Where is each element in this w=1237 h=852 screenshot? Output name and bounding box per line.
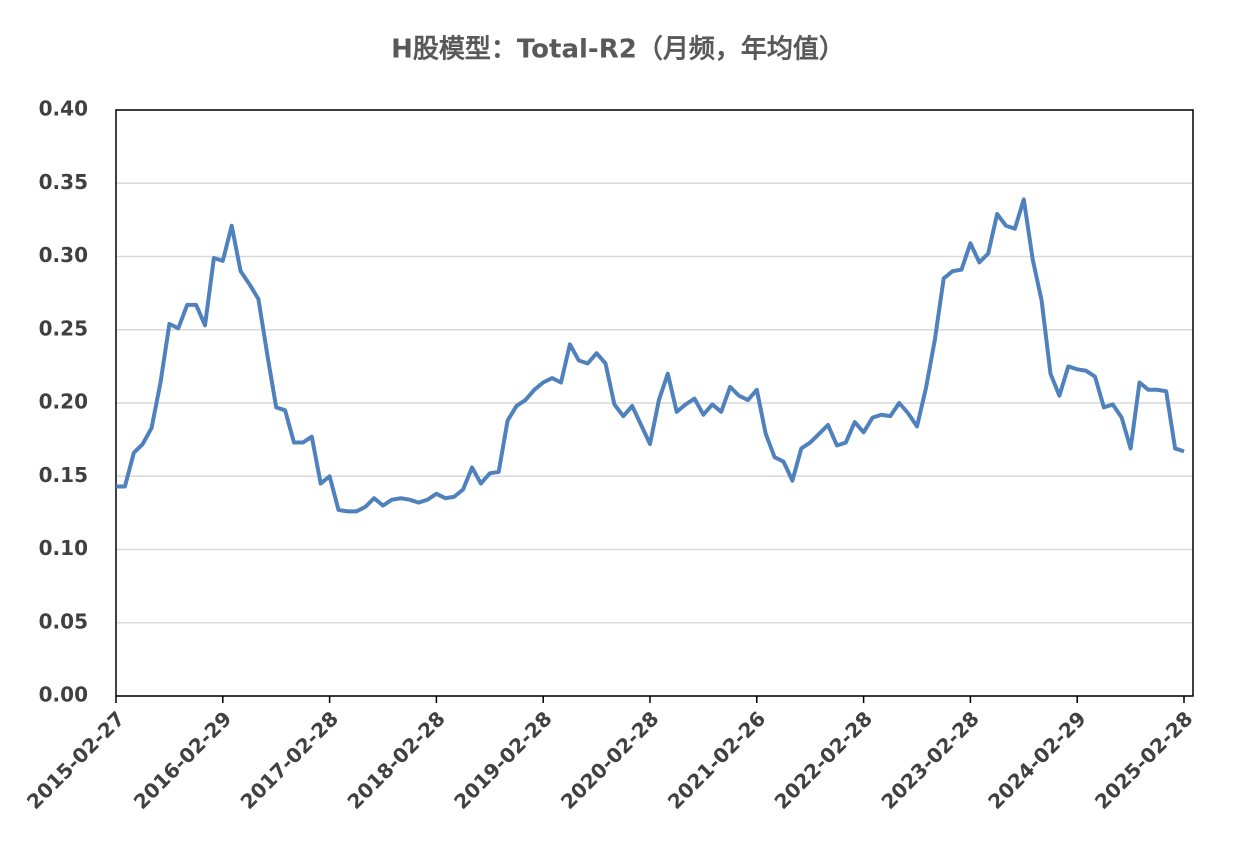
y-tick-label: 0.15	[39, 463, 88, 487]
y-tick-label: 0.20	[39, 390, 88, 414]
y-tick-label: 0.30	[39, 243, 88, 267]
plot-border	[115, 109, 1194, 697]
chart-title: H股模型：Total-R2（月频，年均值）	[391, 34, 845, 65]
y-tick-label: 0.00	[39, 683, 88, 707]
y-tick-label: 0.10	[39, 536, 88, 560]
y-tick-label: 0.25	[39, 316, 88, 340]
y-tick-label: 0.40	[39, 97, 88, 121]
y-tick-label: 0.35	[39, 170, 88, 194]
y-tick-label: 0.05	[39, 609, 88, 633]
line-series	[116, 197, 1185, 514]
